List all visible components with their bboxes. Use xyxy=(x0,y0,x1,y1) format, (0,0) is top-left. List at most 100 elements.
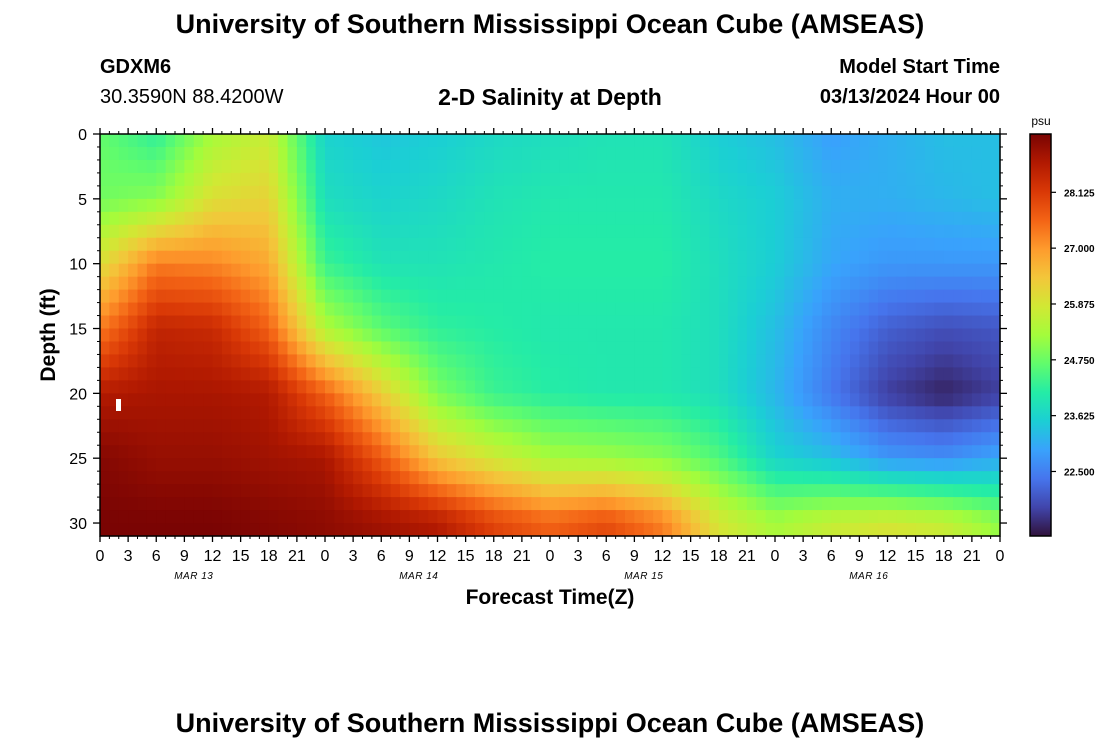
heatmap-cell xyxy=(850,159,860,174)
heatmap-cell xyxy=(362,419,373,433)
heatmap-cell xyxy=(371,237,382,252)
heatmap-cell xyxy=(681,250,692,265)
heatmap-cell xyxy=(128,419,139,433)
heatmap-cell xyxy=(671,302,682,317)
heatmap-cell xyxy=(550,471,560,485)
heatmap-cell xyxy=(118,237,129,252)
heatmap-cell xyxy=(653,302,664,317)
heatmap-cell xyxy=(578,276,589,291)
heatmap-cell xyxy=(240,185,251,200)
heatmap-cell xyxy=(793,289,804,304)
heatmap-cell xyxy=(971,484,982,498)
heatmap-cell xyxy=(343,484,354,498)
heatmap-cell xyxy=(175,523,185,537)
heatmap-cell xyxy=(165,159,176,174)
heatmap-cell xyxy=(559,380,570,394)
heatmap-cell xyxy=(896,523,907,537)
heatmap-cell xyxy=(578,458,589,472)
heatmap-cell xyxy=(568,393,579,407)
heatmap-cell xyxy=(803,341,814,356)
heatmap-cell xyxy=(334,354,345,369)
heatmap-cell xyxy=(625,523,635,537)
heatmap-cell xyxy=(990,134,1001,148)
heatmap-cell xyxy=(784,471,795,485)
heatmap-cell xyxy=(390,445,401,459)
heatmap-cell xyxy=(681,380,692,394)
heatmap-cell xyxy=(390,211,401,226)
heatmap-cell xyxy=(943,354,954,369)
heatmap-cell xyxy=(812,146,823,161)
heatmap-cell xyxy=(793,276,804,291)
heatmap-cell xyxy=(315,134,326,148)
heatmap-cell xyxy=(156,185,167,200)
heatmap-cell xyxy=(475,328,485,343)
heatmap-cell xyxy=(775,328,785,343)
heatmap-cell xyxy=(925,134,935,148)
heatmap-cell xyxy=(756,289,767,304)
heatmap-cell xyxy=(146,432,157,446)
heatmap-cell xyxy=(231,237,242,252)
heatmap-cell xyxy=(700,510,710,524)
heatmap-cell xyxy=(559,172,570,187)
heatmap-cell xyxy=(128,341,139,356)
heatmap-cell xyxy=(240,341,251,356)
heatmap-cell xyxy=(184,185,195,200)
heatmap-cell xyxy=(559,159,570,174)
heatmap-cell xyxy=(456,302,467,317)
heatmap-cell xyxy=(943,159,954,174)
heatmap-cell xyxy=(156,315,167,330)
heatmap-cell xyxy=(821,315,832,330)
heatmap-cell xyxy=(718,367,729,381)
heatmap-cell xyxy=(700,380,710,394)
heatmap-cell xyxy=(878,224,889,239)
x-tick-label: 6 xyxy=(827,548,836,565)
heatmap-cell xyxy=(700,484,710,498)
heatmap-cell xyxy=(418,198,429,213)
heatmap-cell xyxy=(850,146,860,161)
heatmap-cell xyxy=(250,289,260,304)
heatmap-cell xyxy=(615,432,626,446)
heatmap-cell xyxy=(456,263,467,278)
heatmap-cell xyxy=(184,211,195,226)
heatmap-cell xyxy=(240,289,251,304)
heatmap-cell xyxy=(943,211,954,226)
heatmap-cell xyxy=(671,224,682,239)
heatmap-cell xyxy=(390,328,401,343)
heatmap-cell xyxy=(850,432,860,446)
heatmap-cell xyxy=(868,302,879,317)
heatmap-cell xyxy=(409,432,420,446)
heatmap-cell xyxy=(821,172,832,187)
heatmap-cell xyxy=(568,289,579,304)
heatmap-cell xyxy=(156,523,167,537)
heatmap-cell xyxy=(193,237,204,252)
heatmap-cell xyxy=(981,172,992,187)
heatmap-cell xyxy=(868,445,879,459)
heatmap-cell xyxy=(512,341,523,356)
heatmap-cell xyxy=(437,315,448,330)
heatmap-cell xyxy=(259,172,270,187)
heatmap-cell xyxy=(953,302,964,317)
heatmap-cell xyxy=(550,159,560,174)
heatmap-cell xyxy=(240,380,251,394)
heatmap-cell xyxy=(962,432,973,446)
heatmap-cell xyxy=(362,458,373,472)
heatmap-cell xyxy=(868,146,879,161)
heatmap-cell xyxy=(137,211,148,226)
heatmap-cell xyxy=(400,185,410,200)
heatmap-cell xyxy=(456,146,467,161)
heatmap-cell xyxy=(671,471,682,485)
heatmap-cell xyxy=(962,224,973,239)
heatmap-cell xyxy=(137,393,148,407)
heatmap-cell xyxy=(381,523,392,537)
heatmap-cell xyxy=(203,134,214,148)
heatmap-cell xyxy=(578,237,589,252)
heatmap-cell xyxy=(728,328,739,343)
heatmap-cell xyxy=(953,276,964,291)
heatmap-cell xyxy=(775,289,785,304)
heatmap-cell xyxy=(634,523,645,537)
heatmap-cell xyxy=(484,237,495,252)
heatmap-cell xyxy=(981,146,992,161)
heatmap-cell xyxy=(137,302,148,317)
heatmap-cell xyxy=(971,354,982,369)
heatmap-cell xyxy=(643,458,654,472)
